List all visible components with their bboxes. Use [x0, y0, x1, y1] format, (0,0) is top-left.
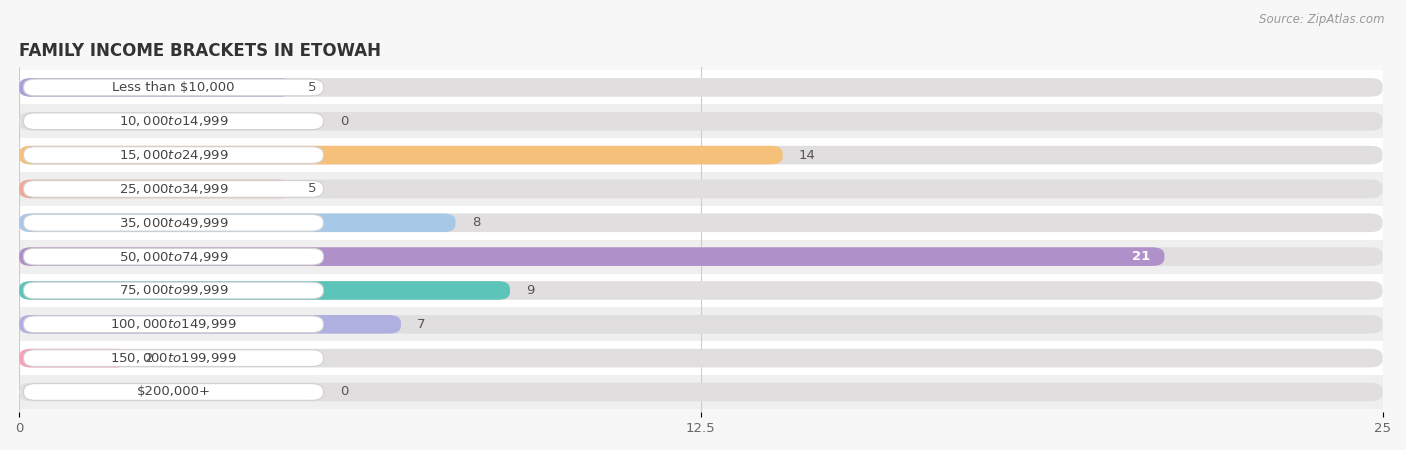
Text: $25,000 to $34,999: $25,000 to $34,999: [118, 182, 228, 196]
FancyBboxPatch shape: [24, 282, 323, 299]
Text: $35,000 to $49,999: $35,000 to $49,999: [118, 216, 228, 230]
Bar: [20, 71, 1382, 104]
FancyBboxPatch shape: [20, 180, 292, 198]
FancyBboxPatch shape: [24, 147, 323, 163]
Text: Source: ZipAtlas.com: Source: ZipAtlas.com: [1260, 14, 1385, 27]
Text: 0: 0: [340, 386, 349, 398]
Bar: [20, 341, 1382, 375]
FancyBboxPatch shape: [20, 78, 292, 97]
FancyBboxPatch shape: [24, 79, 323, 96]
FancyBboxPatch shape: [24, 350, 323, 366]
Text: $200,000+: $200,000+: [136, 386, 211, 398]
FancyBboxPatch shape: [20, 349, 128, 368]
Text: $50,000 to $74,999: $50,000 to $74,999: [118, 250, 228, 264]
FancyBboxPatch shape: [20, 349, 1382, 368]
Text: 7: 7: [418, 318, 426, 331]
Bar: [20, 172, 1382, 206]
FancyBboxPatch shape: [24, 113, 323, 130]
FancyBboxPatch shape: [20, 248, 1164, 266]
Text: $75,000 to $99,999: $75,000 to $99,999: [118, 284, 228, 297]
FancyBboxPatch shape: [24, 214, 323, 231]
Text: FAMILY INCOME BRACKETS IN ETOWAH: FAMILY INCOME BRACKETS IN ETOWAH: [20, 42, 381, 60]
FancyBboxPatch shape: [20, 315, 401, 333]
FancyBboxPatch shape: [20, 112, 1382, 130]
FancyBboxPatch shape: [20, 78, 1382, 97]
Text: 5: 5: [308, 182, 316, 195]
FancyBboxPatch shape: [20, 382, 1382, 401]
Text: 0: 0: [340, 115, 349, 128]
FancyBboxPatch shape: [24, 180, 323, 197]
FancyBboxPatch shape: [24, 383, 323, 400]
Bar: [20, 240, 1382, 274]
Bar: [20, 104, 1382, 138]
Text: $10,000 to $14,999: $10,000 to $14,999: [118, 114, 228, 128]
FancyBboxPatch shape: [20, 281, 510, 300]
Text: 14: 14: [799, 148, 815, 162]
FancyBboxPatch shape: [24, 316, 323, 333]
FancyBboxPatch shape: [20, 315, 1382, 333]
FancyBboxPatch shape: [20, 281, 1382, 300]
Bar: [20, 138, 1382, 172]
FancyBboxPatch shape: [20, 248, 1382, 266]
Text: $150,000 to $199,999: $150,000 to $199,999: [110, 351, 236, 365]
FancyBboxPatch shape: [20, 213, 456, 232]
Text: Less than $10,000: Less than $10,000: [112, 81, 235, 94]
Text: 2: 2: [145, 351, 153, 364]
Bar: [20, 307, 1382, 341]
Text: 8: 8: [472, 216, 481, 229]
Text: $15,000 to $24,999: $15,000 to $24,999: [118, 148, 228, 162]
FancyBboxPatch shape: [24, 248, 323, 265]
Text: $100,000 to $149,999: $100,000 to $149,999: [110, 317, 236, 331]
FancyBboxPatch shape: [20, 146, 1382, 164]
Text: 5: 5: [308, 81, 316, 94]
FancyBboxPatch shape: [20, 180, 1382, 198]
FancyBboxPatch shape: [20, 146, 783, 164]
Bar: [20, 274, 1382, 307]
Bar: [20, 206, 1382, 240]
Bar: [20, 375, 1382, 409]
Text: 21: 21: [1132, 250, 1150, 263]
FancyBboxPatch shape: [20, 213, 1382, 232]
Text: 9: 9: [526, 284, 534, 297]
